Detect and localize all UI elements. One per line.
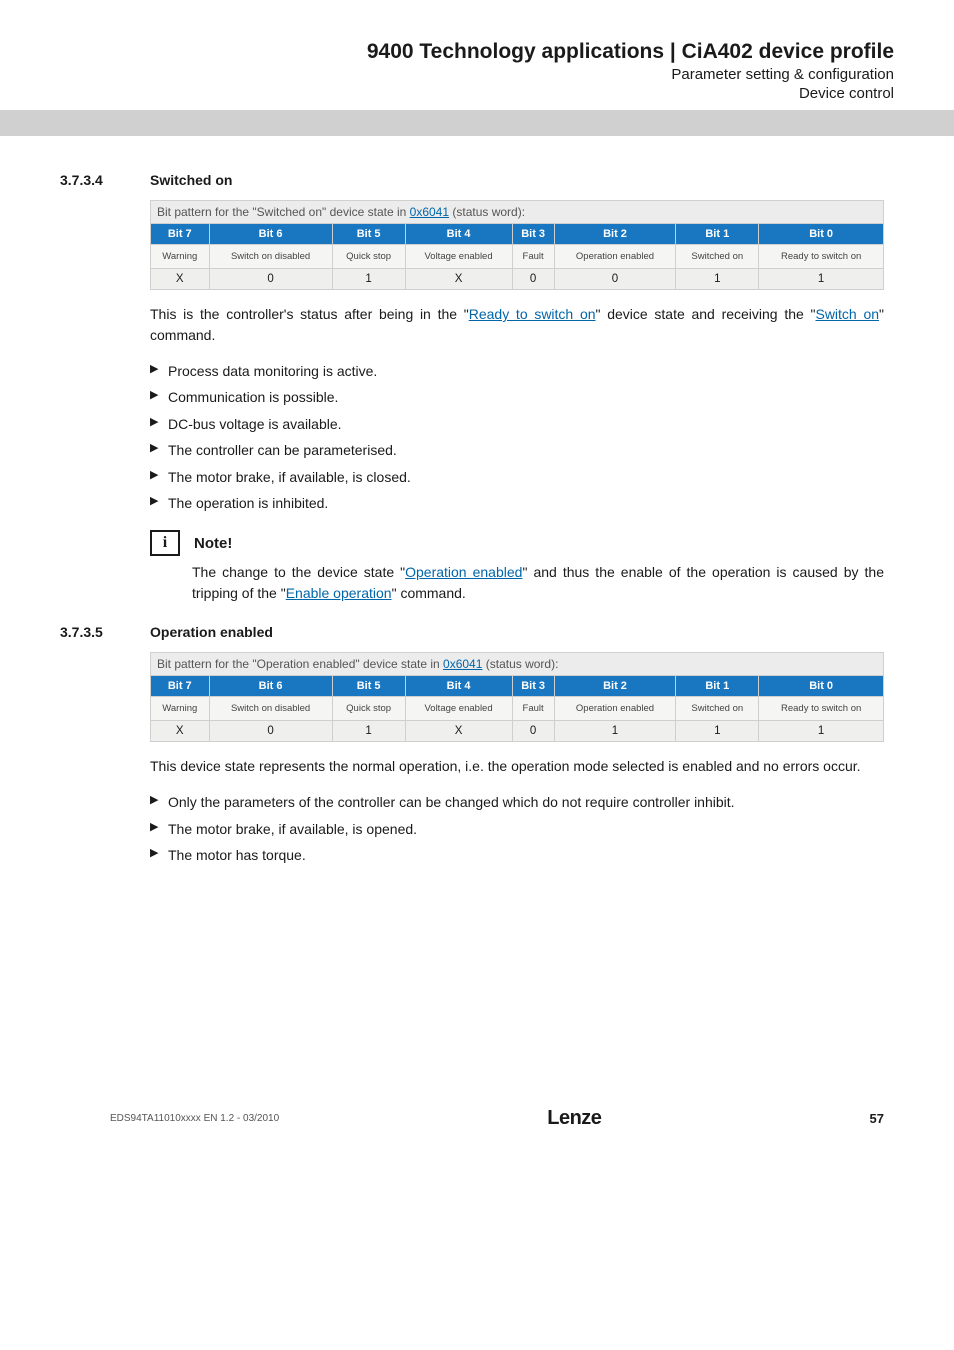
table-label: Switched on bbox=[676, 245, 759, 269]
link-enable-operation[interactable]: Enable operation bbox=[286, 585, 392, 601]
table-value: 1 bbox=[759, 721, 884, 742]
table-label: Operation enabled bbox=[554, 697, 676, 721]
table-header: Bit 2 bbox=[554, 676, 676, 697]
table-label: Quick stop bbox=[332, 697, 405, 721]
table-label: Quick stop bbox=[332, 245, 405, 269]
caption-suffix: (status word): bbox=[482, 657, 558, 671]
section-title: Switched on bbox=[150, 172, 232, 188]
list-item: Communication is possible. bbox=[150, 386, 884, 408]
page-footer: EDS94TA11010xxxx EN 1.2 - 03/2010 Lenze … bbox=[100, 1107, 894, 1130]
bullet-list: Process data monitoring is active. Commu… bbox=[150, 360, 884, 514]
table-label: Fault bbox=[512, 697, 554, 721]
list-item: The motor brake, if available, is opened… bbox=[150, 818, 884, 840]
table-header: Bit 7 bbox=[151, 676, 210, 697]
table-label: Switched on bbox=[676, 697, 759, 721]
table-label: Ready to switch on bbox=[759, 697, 884, 721]
table-caption: Bit pattern for the "Operation enabled" … bbox=[150, 652, 884, 675]
text: " command. bbox=[392, 585, 466, 601]
table-value: 0 bbox=[512, 269, 554, 290]
table-label: Fault bbox=[512, 245, 554, 269]
section-title: Operation enabled bbox=[150, 624, 273, 640]
header-title: 9400 Technology applications | CiA402 de… bbox=[100, 40, 894, 64]
table-value: 0 bbox=[554, 269, 676, 290]
table-label: Voltage enabled bbox=[405, 697, 512, 721]
table-value: X bbox=[405, 721, 512, 742]
table-value: 1 bbox=[759, 269, 884, 290]
page-number: 57 bbox=[870, 1111, 884, 1126]
link-operation-enabled[interactable]: Operation enabled bbox=[405, 564, 522, 580]
table-label: Switch on disabled bbox=[209, 245, 332, 269]
note-box: i Note! The change to the device state "… bbox=[150, 530, 884, 604]
body-paragraph: This is the controller's status after be… bbox=[150, 304, 884, 346]
list-item: The controller can be parameterised. bbox=[150, 439, 884, 461]
list-item: The motor brake, if available, is closed… bbox=[150, 466, 884, 488]
list-item: Process data monitoring is active. bbox=[150, 360, 884, 382]
caption-text: Bit pattern for the "Switched on" device… bbox=[157, 205, 410, 219]
note-body: The change to the device state "Operatio… bbox=[192, 562, 884, 604]
table-header: Bit 4 bbox=[405, 224, 512, 245]
table-value: X bbox=[151, 721, 210, 742]
header-sub2: Device control bbox=[100, 85, 894, 102]
table-header: Bit 6 bbox=[209, 224, 332, 245]
table-header: Bit 6 bbox=[209, 676, 332, 697]
table-label: Ready to switch on bbox=[759, 245, 884, 269]
table-header: Bit 1 bbox=[676, 224, 759, 245]
bullet-list: Only the parameters of the controller ca… bbox=[150, 791, 884, 866]
table-header: Bit 2 bbox=[554, 224, 676, 245]
list-item: Only the parameters of the controller ca… bbox=[150, 791, 884, 813]
table-value: 0 bbox=[209, 721, 332, 742]
table-value: X bbox=[151, 269, 210, 290]
caption-suffix: (status word): bbox=[449, 205, 525, 219]
table-header: Bit 1 bbox=[676, 676, 759, 697]
caption-link[interactable]: 0x6041 bbox=[410, 205, 449, 219]
table-value: 1 bbox=[554, 721, 676, 742]
table-header: Bit 5 bbox=[332, 676, 405, 697]
footer-docid: EDS94TA11010xxxx EN 1.2 - 03/2010 bbox=[110, 1113, 279, 1124]
table-header: Bit 3 bbox=[512, 676, 554, 697]
bit-pattern-table: Bit 7 Bit 6 Bit 5 Bit 4 Bit 3 Bit 2 Bit … bbox=[150, 675, 884, 742]
header-divider bbox=[0, 110, 954, 136]
info-icon: i bbox=[150, 530, 180, 556]
link-ready-to-switch-on[interactable]: Ready to switch on bbox=[469, 306, 596, 322]
table-label: Warning bbox=[151, 245, 210, 269]
list-item: The motor has torque. bbox=[150, 844, 884, 866]
table-header: Bit 0 bbox=[759, 676, 884, 697]
table-header: Bit 5 bbox=[332, 224, 405, 245]
table-label: Operation enabled bbox=[554, 245, 676, 269]
table-caption: Bit pattern for the "Switched on" device… bbox=[150, 200, 884, 223]
bit-pattern-table: Bit 7 Bit 6 Bit 5 Bit 4 Bit 3 Bit 2 Bit … bbox=[150, 223, 884, 290]
table-value: 0 bbox=[512, 721, 554, 742]
section-number: 3.7.3.5 bbox=[60, 624, 150, 640]
list-item: DC-bus voltage is available. bbox=[150, 413, 884, 435]
table-value: 1 bbox=[676, 721, 759, 742]
page-header: 9400 Technology applications | CiA402 de… bbox=[100, 40, 894, 102]
text: " device state and receiving the " bbox=[596, 306, 816, 322]
table-value: 1 bbox=[332, 269, 405, 290]
table-value: 0 bbox=[209, 269, 332, 290]
text: This is the controller's status after be… bbox=[150, 306, 469, 322]
table-header: Bit 0 bbox=[759, 224, 884, 245]
table-label: Warning bbox=[151, 697, 210, 721]
table-value: 1 bbox=[676, 269, 759, 290]
table-header: Bit 4 bbox=[405, 676, 512, 697]
table-value: 1 bbox=[332, 721, 405, 742]
text: The change to the device state " bbox=[192, 564, 405, 580]
table-header: Bit 7 bbox=[151, 224, 210, 245]
table-header: Bit 3 bbox=[512, 224, 554, 245]
list-item: The operation is inhibited. bbox=[150, 492, 884, 514]
header-sub1: Parameter setting & configuration bbox=[100, 66, 894, 83]
table-label: Voltage enabled bbox=[405, 245, 512, 269]
section-number: 3.7.3.4 bbox=[60, 172, 150, 188]
lenze-logo: Lenze bbox=[547, 1107, 601, 1130]
body-paragraph: This device state represents the normal … bbox=[150, 756, 884, 777]
table-value: X bbox=[405, 269, 512, 290]
caption-text: Bit pattern for the "Operation enabled" … bbox=[157, 657, 443, 671]
link-switch-on[interactable]: Switch on bbox=[815, 306, 879, 322]
caption-link[interactable]: 0x6041 bbox=[443, 657, 482, 671]
table-label: Switch on disabled bbox=[209, 697, 332, 721]
note-label: Note! bbox=[194, 535, 232, 552]
